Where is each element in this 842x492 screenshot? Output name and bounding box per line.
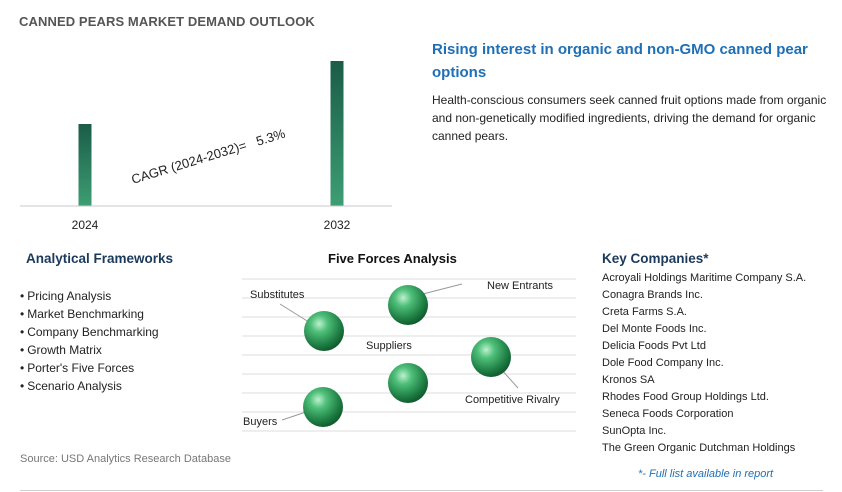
demand-bar-chart: 2024 2032 CAGR (2024-2032)= 5.3% <box>20 61 392 232</box>
x-tick-label-2032: 2032 <box>324 218 351 232</box>
force-label-competitive-rivalry: Competitive Rivalry <box>465 394 560 406</box>
frameworks-title: Analytical Frameworks <box>26 251 174 266</box>
new-entrants-sphere <box>388 285 428 325</box>
framework-item: Company Benchmarking <box>20 323 158 341</box>
force-label-new-entrants: New Entrants <box>487 280 554 292</box>
five-forces-title: Five Forces Analysis <box>328 251 457 266</box>
bar-2024 <box>78 124 92 206</box>
source-note: Source: USD Analytics Research Database <box>20 453 231 465</box>
frameworks-list: Pricing Analysis Market Benchmarking Com… <box>20 287 159 395</box>
suppliers-sphere <box>388 363 428 403</box>
framework-item: Porter's Five Forces <box>20 359 159 377</box>
five-forces-diagram: Substitutes New Entrants Suppliers Compe… <box>242 278 576 432</box>
x-tick-label-2024: 2024 <box>72 218 99 232</box>
framework-item: Pricing Analysis <box>20 287 159 305</box>
framework-item: Growth Matrix <box>20 341 159 359</box>
substitutes-sphere <box>304 311 344 351</box>
company-item: Dole Food Company Inc. <box>602 357 724 369</box>
company-item: The Green Organic Dutchman Holdings <box>602 442 796 454</box>
insight-heading: Rising interest in organic and non-GMO c… <box>432 41 808 81</box>
company-item: Seneca Foods Corporation <box>602 408 734 420</box>
company-item: Acroyali Holdings Maritime Company S.A. <box>602 272 807 284</box>
framework-item: Scenario Analysis <box>20 377 159 395</box>
key-companies-list: Acroyali Holdings Maritime Company S.A. … <box>602 270 827 457</box>
framework-item: Market Benchmarking <box>20 305 159 323</box>
company-item: Del Monte Foods Inc. <box>602 323 707 335</box>
company-item: Kronos SA <box>602 374 655 386</box>
bar-2032 <box>330 61 344 206</box>
company-item: SunOpta Inc. <box>602 425 667 437</box>
company-item: Rhodes Food Group Holdings Ltd. <box>602 391 769 403</box>
page-title: CANNED PEARS MARKET DEMAND OUTLOOK <box>19 14 315 29</box>
competitive-rivalry-sphere <box>471 337 511 377</box>
force-label-buyers: Buyers <box>243 416 278 428</box>
buyers-sphere <box>303 387 343 427</box>
company-item: Delicia Foods Pvt Ltd <box>602 340 706 352</box>
footer-divider <box>20 490 823 491</box>
company-item: Creta Farms S.A. <box>602 306 687 318</box>
insight-body: Health-conscious consumers seek canned f… <box>432 93 827 143</box>
force-label-substitutes: Substitutes <box>250 289 305 301</box>
company-item: Conagra Brands Inc. <box>602 289 703 301</box>
full-list-note: *- Full list available in report <box>638 468 774 480</box>
key-companies-box: Acroyali Holdings Maritime Company S.A. … <box>602 270 827 465</box>
key-companies-title: Key Companies* <box>602 251 709 266</box>
force-label-suppliers: Suppliers <box>366 340 412 352</box>
